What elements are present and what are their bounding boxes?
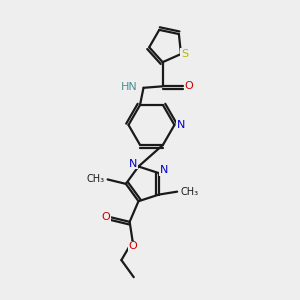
Text: HN: HN bbox=[121, 82, 138, 92]
Text: CH₃: CH₃ bbox=[86, 174, 105, 184]
Text: N: N bbox=[160, 165, 168, 175]
Text: O: O bbox=[128, 241, 137, 251]
Text: O: O bbox=[184, 81, 193, 91]
Text: N: N bbox=[129, 159, 137, 169]
Text: O: O bbox=[102, 212, 110, 222]
Text: N: N bbox=[177, 120, 185, 130]
Text: CH₃: CH₃ bbox=[180, 187, 198, 196]
Text: S: S bbox=[181, 49, 188, 59]
